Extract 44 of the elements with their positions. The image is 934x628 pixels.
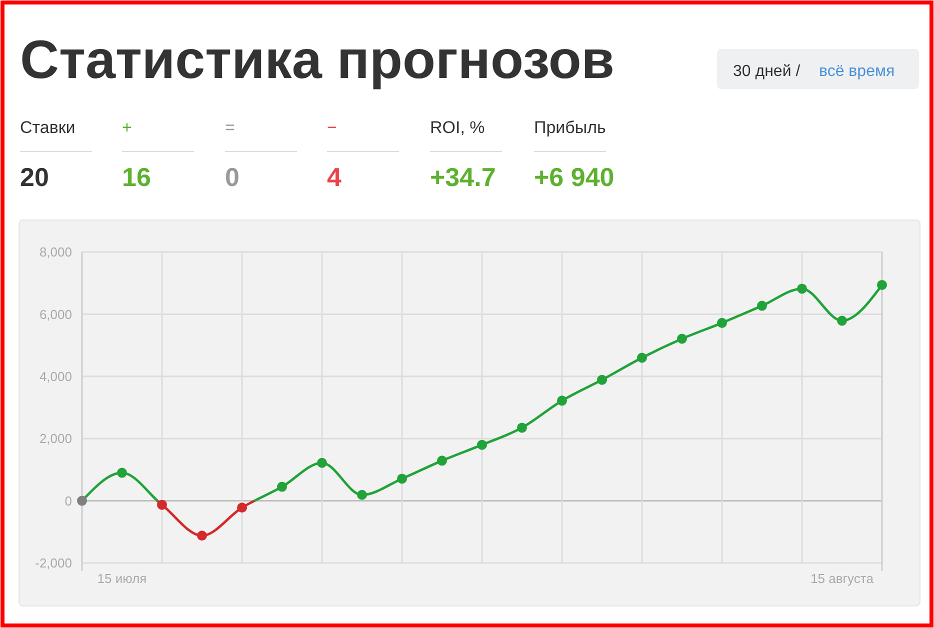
- text: 16: [122, 162, 151, 192]
- point: [877, 280, 887, 290]
- text: 30 дней /: [733, 63, 801, 80]
- text: +34.7: [430, 162, 496, 192]
- point: [197, 530, 207, 541]
- chart-title: Статистика прогнозов: [20, 30, 615, 90]
- y-tick-label: 8,000: [39, 244, 72, 260]
- x-tick-label: 15 июля: [97, 571, 147, 586]
- text: ROI, %: [430, 118, 485, 137]
- y-tick-label: 0: [64, 493, 72, 508]
- point: [597, 374, 607, 385]
- text: =: [225, 118, 235, 137]
- point: [797, 284, 807, 294]
- text: 20: [20, 162, 49, 192]
- point: [757, 300, 767, 311]
- point: [677, 334, 687, 344]
- y-tick-label: -2,000: [35, 556, 72, 571]
- point: [237, 502, 247, 513]
- text: всё время: [819, 63, 895, 80]
- text: +6 940: [534, 162, 614, 192]
- point: [557, 396, 567, 406]
- point: [437, 456, 447, 466]
- point: [77, 496, 87, 506]
- y-tick-label: 2,000: [39, 431, 72, 446]
- text: +: [122, 118, 132, 137]
- x-tick-label: 15 августа: [810, 571, 874, 586]
- text: Прибыль: [534, 118, 606, 137]
- point: [277, 482, 287, 492]
- text: Ставки: [20, 118, 76, 137]
- point: [717, 318, 727, 328]
- text: 4: [327, 162, 342, 192]
- point: [117, 468, 127, 478]
- point: [517, 422, 527, 433]
- text: −: [327, 118, 337, 137]
- text: 0: [225, 162, 240, 192]
- point: [317, 458, 327, 468]
- point: [157, 500, 167, 510]
- y-tick-label: 6,000: [39, 306, 72, 322]
- point: [477, 440, 487, 450]
- point: [837, 316, 847, 326]
- point: [397, 474, 407, 484]
- y-tick-label: 4,000: [39, 368, 72, 384]
- point: [637, 352, 647, 363]
- point: [357, 490, 367, 500]
